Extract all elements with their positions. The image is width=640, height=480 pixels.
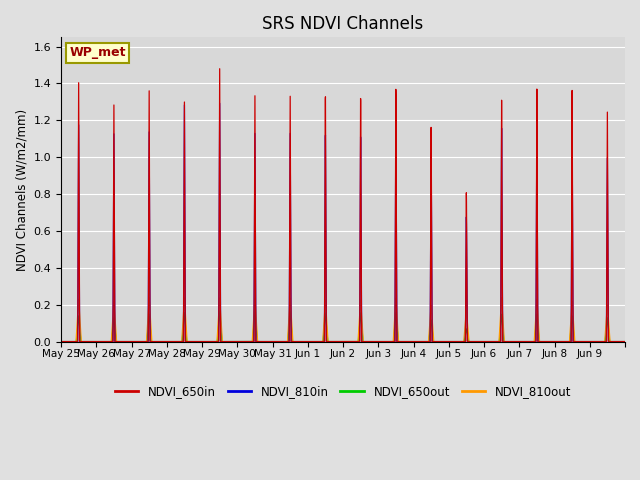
Text: WP_met: WP_met bbox=[70, 47, 126, 60]
Legend: NDVI_650in, NDVI_810in, NDVI_650out, NDVI_810out: NDVI_650in, NDVI_810in, NDVI_650out, NDV… bbox=[110, 380, 576, 403]
Title: SRS NDVI Channels: SRS NDVI Channels bbox=[262, 15, 424, 33]
Y-axis label: NDVI Channels (W/m2/mm): NDVI Channels (W/m2/mm) bbox=[15, 108, 28, 271]
